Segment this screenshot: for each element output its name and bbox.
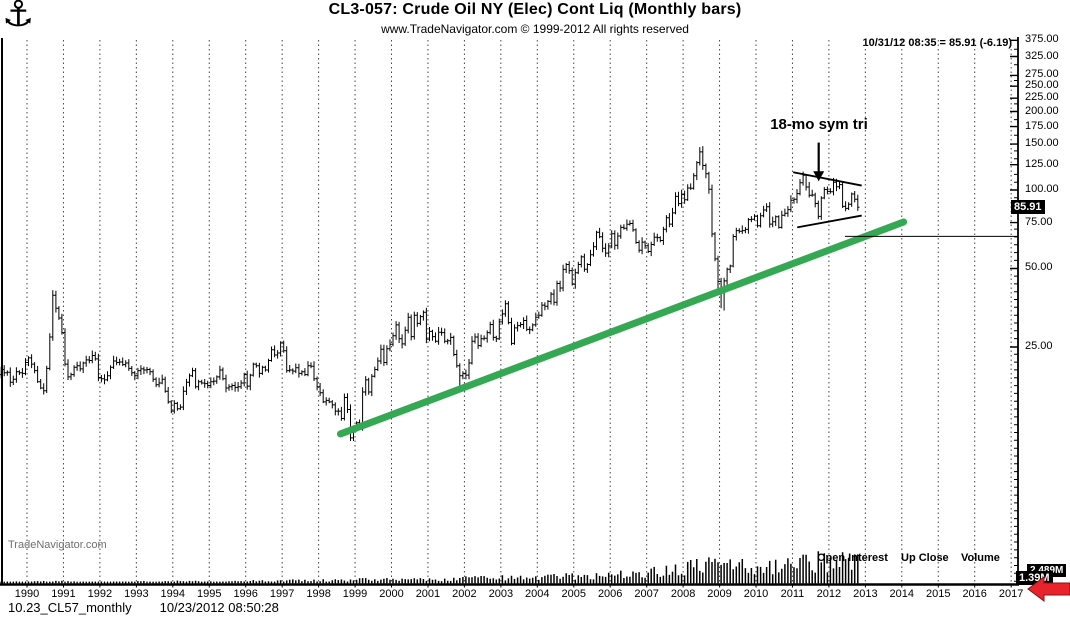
y-axis-label: 250.00 <box>1025 79 1059 92</box>
x-axis-label: 2002 <box>452 588 477 600</box>
status-bar: 10.23_CL57_monthly 10/23/2012 08:50:28 <box>8 600 279 615</box>
y-axis-label: 125.00 <box>1025 157 1059 170</box>
year-gridlines <box>26 40 1012 583</box>
x-axis-label: 2014 <box>889 588 915 600</box>
x-axis-label: 1995 <box>197 588 222 600</box>
y-axis-label: 325.00 <box>1025 49 1059 62</box>
footer-file-name: 10.23_CL57_monthly <box>8 600 132 615</box>
volume-bars <box>0 551 859 583</box>
y-axis-major-ticks <box>1010 39 1018 348</box>
y-axis-label: 375.00 <box>1025 33 1059 46</box>
legend-open-interest: Open Interest <box>817 552 888 564</box>
legend-volume: Volume <box>961 552 1000 564</box>
green-trendline <box>336 218 908 438</box>
chart-title: CL3-057: Crude Oil NY (Elec) Cont Liq (M… <box>328 1 742 18</box>
x-axis-label: 2010 <box>743 588 769 600</box>
y-axis-label: 175.00 <box>1025 119 1059 132</box>
y-axis-label: 200.00 <box>1025 104 1059 117</box>
annotation-label: 18-mo sym tri <box>770 116 868 133</box>
x-axis-label: 2000 <box>379 588 404 600</box>
x-axis-label: 2012 <box>816 588 842 600</box>
watermark-text: TradeNavigator.com <box>8 539 107 551</box>
x-axis-label: 2015 <box>926 588 951 600</box>
red-arrow-icon <box>1027 576 1070 602</box>
x-axis-label: 1991 <box>51 588 76 600</box>
legend-up-close: Up Close <box>901 552 949 564</box>
x-axis-label: 2006 <box>597 588 623 600</box>
y-axis-label: 25.00 <box>1025 339 1053 352</box>
y-axis-label: 150.00 <box>1025 137 1059 150</box>
triangle-lower-line <box>797 214 862 229</box>
x-axis-label: 2009 <box>707 588 732 600</box>
x-axis-label: 2011 <box>780 588 805 600</box>
last-price-badge: 85.91 <box>1011 200 1045 214</box>
axes <box>0 37 1019 586</box>
y-axis-label: 225.00 <box>1025 91 1059 104</box>
x-axis-label: 1998 <box>306 588 331 600</box>
y-axis-label: 50.00 <box>1025 261 1053 274</box>
x-axis-label: 1992 <box>87 588 113 600</box>
x-axis-label: 2001 <box>415 588 441 600</box>
x-axis-label: 1990 <box>14 588 40 600</box>
anchor-logo-icon: ⚓ <box>2 0 35 34</box>
x-axis-label: 2004 <box>525 588 550 600</box>
y-axis-label: 75.00 <box>1025 215 1053 228</box>
x-axis-label: 2017 <box>998 588 1024 600</box>
x-axis-label: 2005 <box>561 588 586 600</box>
x-axis-label: 1996 <box>233 588 258 600</box>
x-axis-label: 2008 <box>670 588 696 600</box>
footer-timestamp: 10/23/2012 08:50:28 <box>159 600 279 615</box>
x-axis-label: 2016 <box>962 588 987 600</box>
x-axis-label: 2013 <box>853 588 878 600</box>
price-bars <box>0 146 860 441</box>
chart-subtitle: www.TradeNavigator.com © 1999-2012 All r… <box>381 22 689 36</box>
triangle-upper-line <box>793 171 862 187</box>
x-axis-label: 1993 <box>124 588 149 600</box>
x-axis-label: 1997 <box>269 588 295 600</box>
y-axis-label: 275.00 <box>1025 68 1059 81</box>
x-axis-label: 1994 <box>160 588 186 600</box>
x-axis-label: 2007 <box>634 588 659 600</box>
x-axis-label: 1999 <box>342 588 368 600</box>
down-arrow-icon <box>813 142 825 182</box>
x-axis-label: 2003 <box>488 588 514 600</box>
y-axis-label: 100.00 <box>1025 183 1059 195</box>
